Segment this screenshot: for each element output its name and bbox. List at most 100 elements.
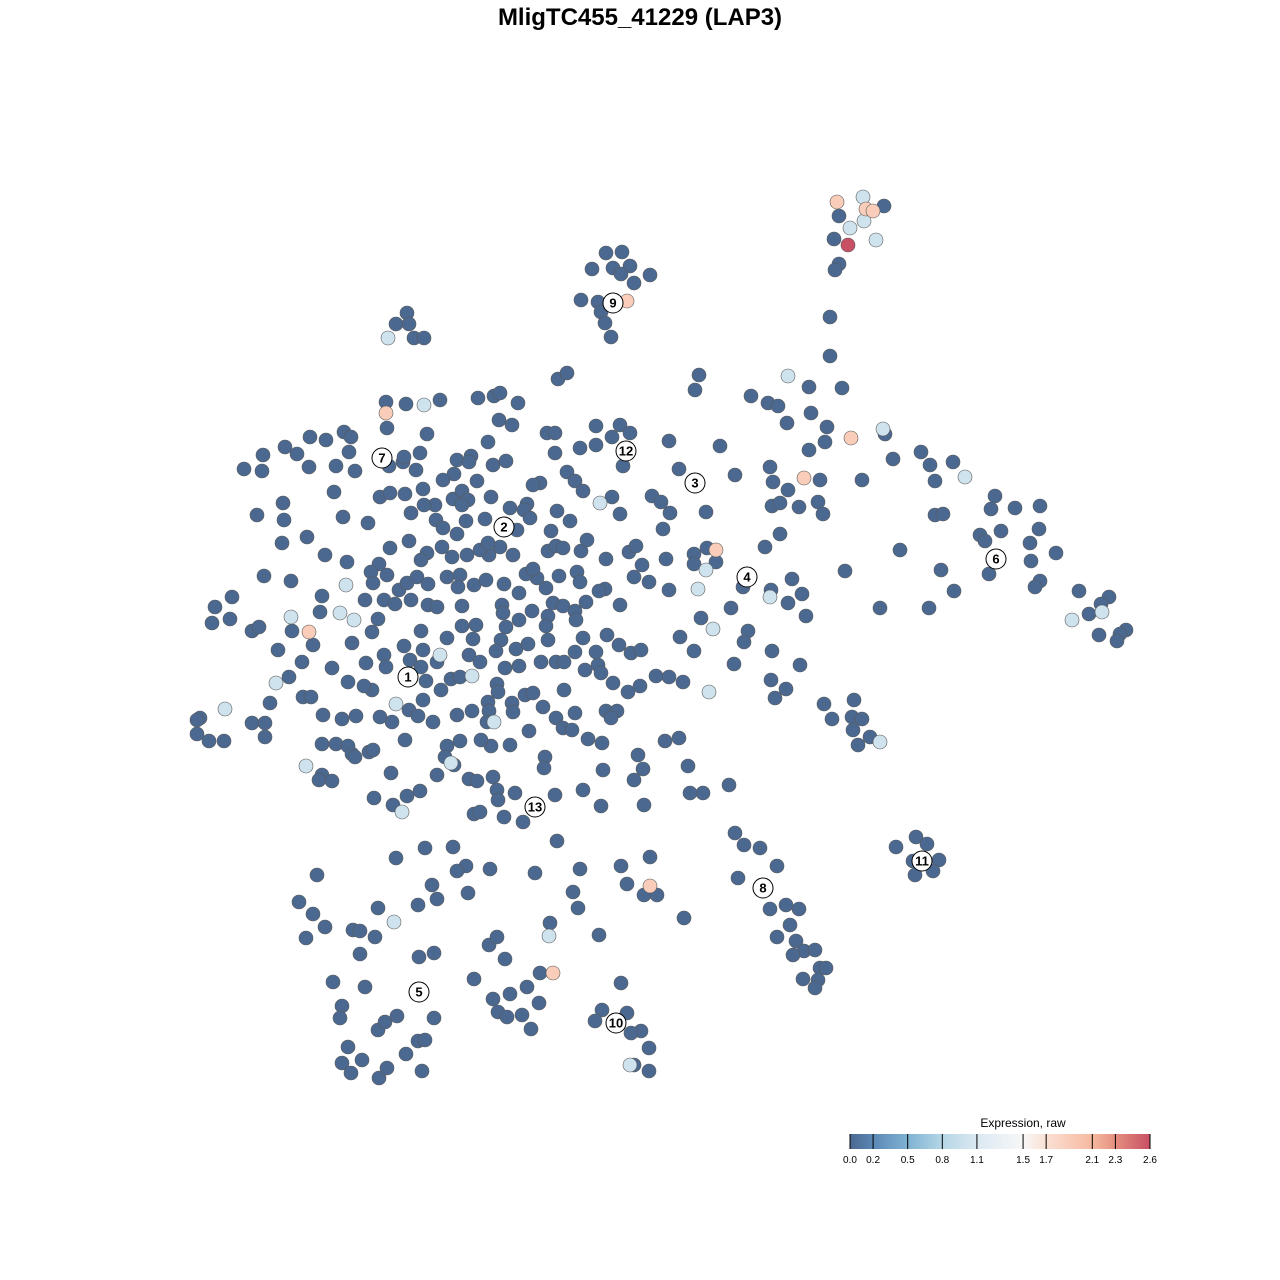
data-point — [1031, 521, 1047, 537]
data-point — [443, 755, 459, 771]
data-point — [575, 782, 591, 798]
data-point — [396, 449, 412, 465]
data-point — [498, 619, 514, 635]
data-point — [346, 612, 362, 628]
data-point — [872, 734, 888, 750]
data-point — [497, 660, 513, 676]
data-point — [567, 705, 583, 721]
data-point — [352, 923, 368, 939]
data-point — [819, 419, 835, 435]
data-point — [324, 773, 340, 789]
data-point — [611, 637, 627, 653]
data-point — [294, 654, 310, 670]
data-point — [344, 635, 360, 651]
data-point — [892, 542, 908, 558]
data-point — [636, 797, 652, 813]
data-point — [412, 783, 428, 799]
data-point — [413, 623, 429, 639]
data-point — [626, 772, 642, 788]
data-point — [527, 865, 543, 881]
data-point — [533, 654, 549, 670]
data-point — [535, 699, 551, 715]
data-point — [843, 430, 859, 446]
data-point — [817, 434, 833, 450]
data-point — [347, 749, 363, 765]
data-point — [946, 583, 962, 599]
data-point — [807, 942, 823, 958]
data-point — [1048, 545, 1064, 561]
data-point — [334, 998, 350, 1014]
data-point — [765, 474, 781, 490]
data-point — [334, 711, 350, 727]
data-point — [452, 567, 468, 583]
data-point — [1022, 535, 1038, 551]
data-point — [919, 836, 935, 852]
data-point — [480, 434, 496, 450]
data-point — [826, 231, 842, 247]
data-point — [401, 316, 417, 332]
data-point — [686, 643, 702, 659]
data-point — [712, 438, 728, 454]
data-point — [730, 870, 746, 886]
data-point — [568, 612, 584, 628]
data-point — [502, 500, 518, 516]
data-point — [365, 575, 381, 591]
legend-tick-label: 0.2 — [866, 1155, 880, 1166]
data-point — [727, 467, 743, 483]
data-point — [520, 636, 536, 652]
data-point — [564, 722, 580, 738]
data-point — [314, 736, 330, 752]
data-point — [525, 561, 541, 577]
data-point — [604, 429, 620, 445]
data-point — [598, 245, 614, 261]
data-point — [957, 469, 973, 485]
data-point — [498, 453, 514, 469]
cluster-label-text: 2 — [500, 520, 507, 535]
cluster-label-text: 11 — [915, 854, 929, 869]
data-point — [401, 533, 417, 549]
data-point — [698, 562, 714, 578]
data-point — [299, 529, 315, 545]
data-point — [388, 696, 404, 712]
data-point — [357, 979, 373, 995]
data-point — [426, 1010, 442, 1026]
data-point — [449, 526, 465, 542]
data-point — [769, 858, 785, 874]
data-point — [613, 858, 629, 874]
data-point — [798, 608, 814, 624]
data-point — [275, 495, 291, 511]
data-point — [671, 461, 687, 477]
data-point — [416, 397, 432, 413]
cluster-label-5: 5 — [408, 981, 430, 1003]
data-point — [478, 572, 494, 588]
data-point — [690, 581, 706, 597]
data-point — [595, 762, 611, 778]
cluster-label-text: 6 — [992, 552, 999, 567]
data-point — [676, 910, 692, 926]
data-point — [485, 769, 501, 785]
data-point — [603, 329, 619, 345]
data-point — [723, 600, 739, 616]
data-point — [380, 330, 396, 346]
data-point — [993, 523, 1009, 539]
data-point — [277, 439, 293, 455]
data-point — [829, 194, 845, 210]
data-point — [298, 930, 314, 946]
data-point — [454, 618, 470, 634]
data-point — [341, 444, 357, 460]
data-point — [816, 696, 832, 712]
data-point — [328, 736, 344, 752]
data-point — [371, 1070, 387, 1086]
data-point — [868, 232, 884, 248]
data-point — [416, 330, 432, 346]
data-point — [318, 432, 334, 448]
data-point — [824, 711, 840, 727]
data-point — [1109, 633, 1125, 649]
data-point — [796, 470, 812, 486]
data-point — [450, 579, 466, 595]
data-point — [497, 951, 513, 967]
data-point — [628, 538, 644, 554]
cluster-label-text: 1 — [404, 670, 411, 685]
data-point — [840, 237, 856, 253]
data-point — [559, 365, 575, 381]
